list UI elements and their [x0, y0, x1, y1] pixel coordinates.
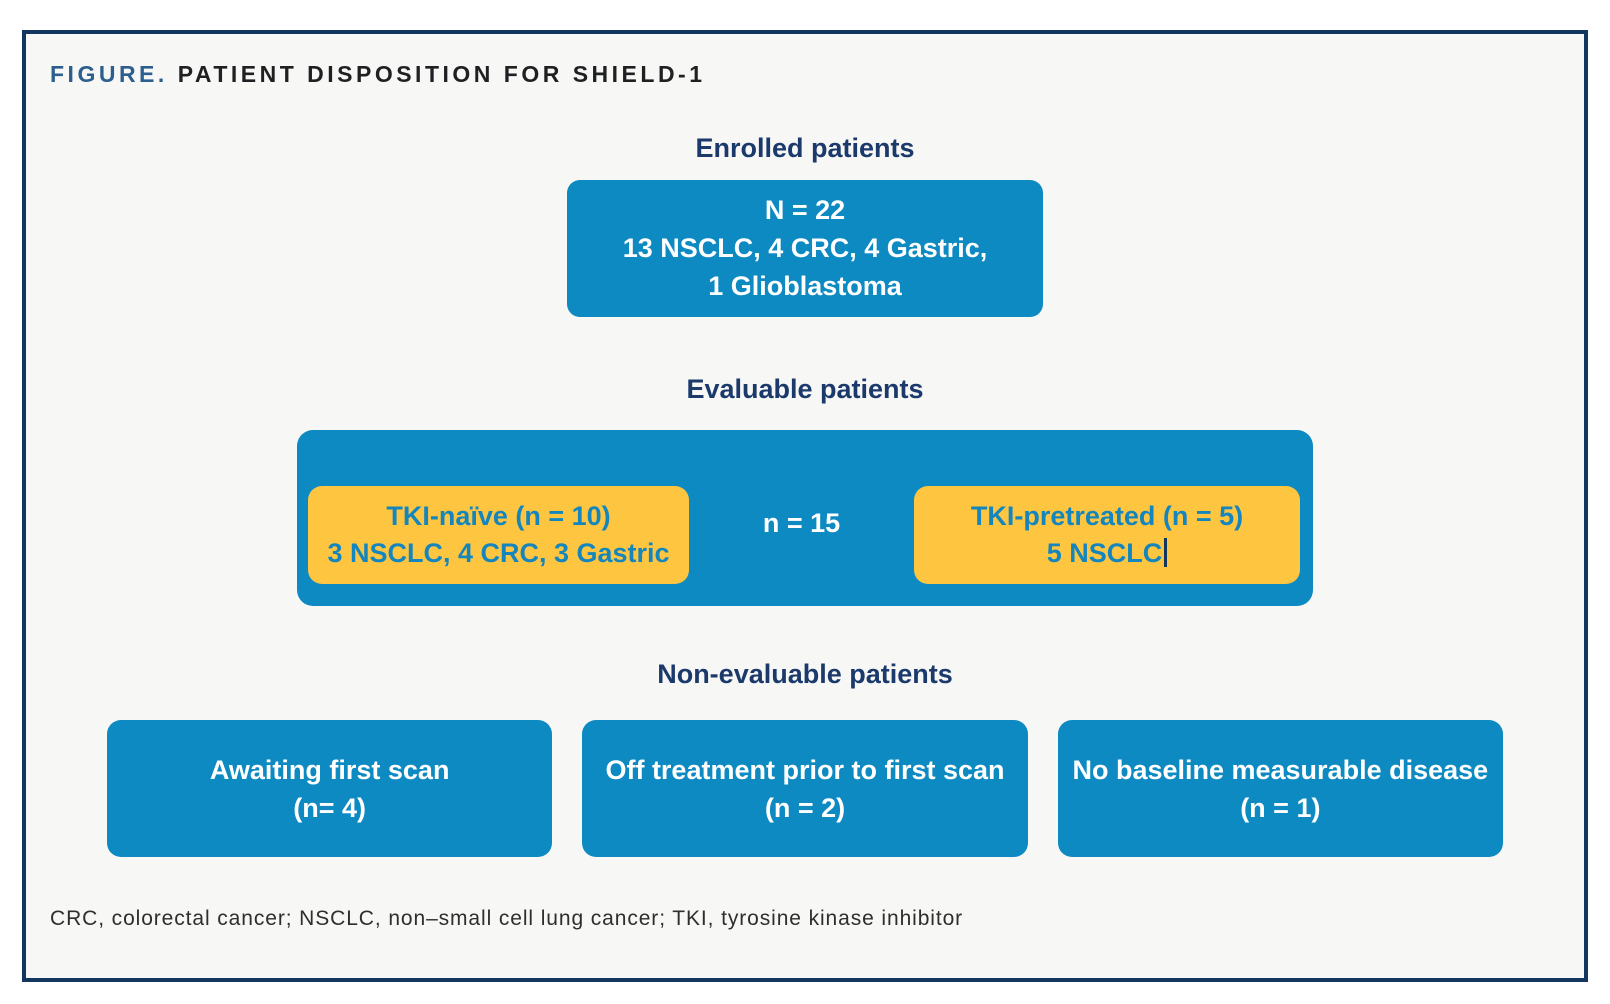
enrolled-line-total: N = 22 — [764, 195, 846, 225]
tki-naive-line2: 3 NSCLC, 4 CRC, 3 Gastric — [327, 538, 670, 568]
evaluable-patients-heading: Evaluable patients — [686, 374, 924, 404]
enrolled-line-glioblastoma: 1 Glioblastoma — [708, 271, 902, 301]
enrolled-line-types: 13 NSCLC, 4 CRC, 4 Gastric, — [622, 233, 988, 263]
off-treatment-box: Off treatment prior to first scan (n = 2… — [582, 720, 1028, 857]
awaiting-first-scan-box: Awaiting first scan (n= 4) — [107, 720, 553, 857]
tki-naive-box: TKI-naïve (n = 10) 3 NSCLC, 4 CRC, 3 Gas… — [308, 486, 689, 584]
text-caret — [1164, 538, 1168, 567]
off-treatment-count: (n = 2) — [764, 792, 846, 823]
figure-title-text: PATIENT DISPOSITION FOR SHIELD-1 — [177, 61, 706, 87]
no-baseline-disease-box: No baseline measurable disease (n = 1) — [1057, 720, 1503, 857]
figure-title-label: FIGURE. — [50, 61, 168, 87]
non-evaluable-patients-heading: Non-evaluable patients — [657, 659, 953, 689]
enrolled-patients-box: N = 22 13 NSCLC, 4 CRC, 4 Gastric, 1 Gli… — [567, 180, 1043, 317]
non-evaluable-row: Awaiting first scan (n= 4) Off treatment… — [107, 720, 1503, 857]
evaluable-count-label: n = 15 — [762, 508, 841, 538]
abbreviations-footnote: CRC, colorectal cancer; NSCLC, non–small… — [50, 907, 964, 930]
tki-pretreated-box: TKI-pretreated (n = 5) 5 NSCLC — [914, 486, 1300, 584]
tki-pretreated-line2: 5 NSCLC — [914, 535, 1300, 572]
no-baseline-disease-label: No baseline measurable disease — [1072, 754, 1489, 785]
tki-pretreated-line1: TKI-pretreated (n = 5) — [970, 501, 1244, 531]
tki-naive-line1: TKI-naïve (n = 10) — [386, 501, 611, 531]
figure-panel: FIGURE. PATIENT DISPOSITION FOR SHIELD-1 … — [22, 30, 1588, 982]
awaiting-first-scan-label: Awaiting first scan — [209, 754, 450, 785]
no-baseline-disease-count: (n = 1) — [1240, 792, 1321, 823]
figure-title: FIGURE. PATIENT DISPOSITION FOR SHIELD-1 — [50, 60, 1584, 88]
off-treatment-label: Off treatment prior to first scan — [605, 754, 1005, 785]
enrolled-patients-heading: Enrolled patients — [695, 133, 915, 163]
tki-pretreated-count: 5 NSCLC — [1046, 538, 1163, 568]
evaluable-patients-box: TKI-naïve (n = 10) 3 NSCLC, 4 CRC, 3 Gas… — [297, 430, 1313, 606]
awaiting-first-scan-count: (n= 4) — [293, 792, 367, 823]
